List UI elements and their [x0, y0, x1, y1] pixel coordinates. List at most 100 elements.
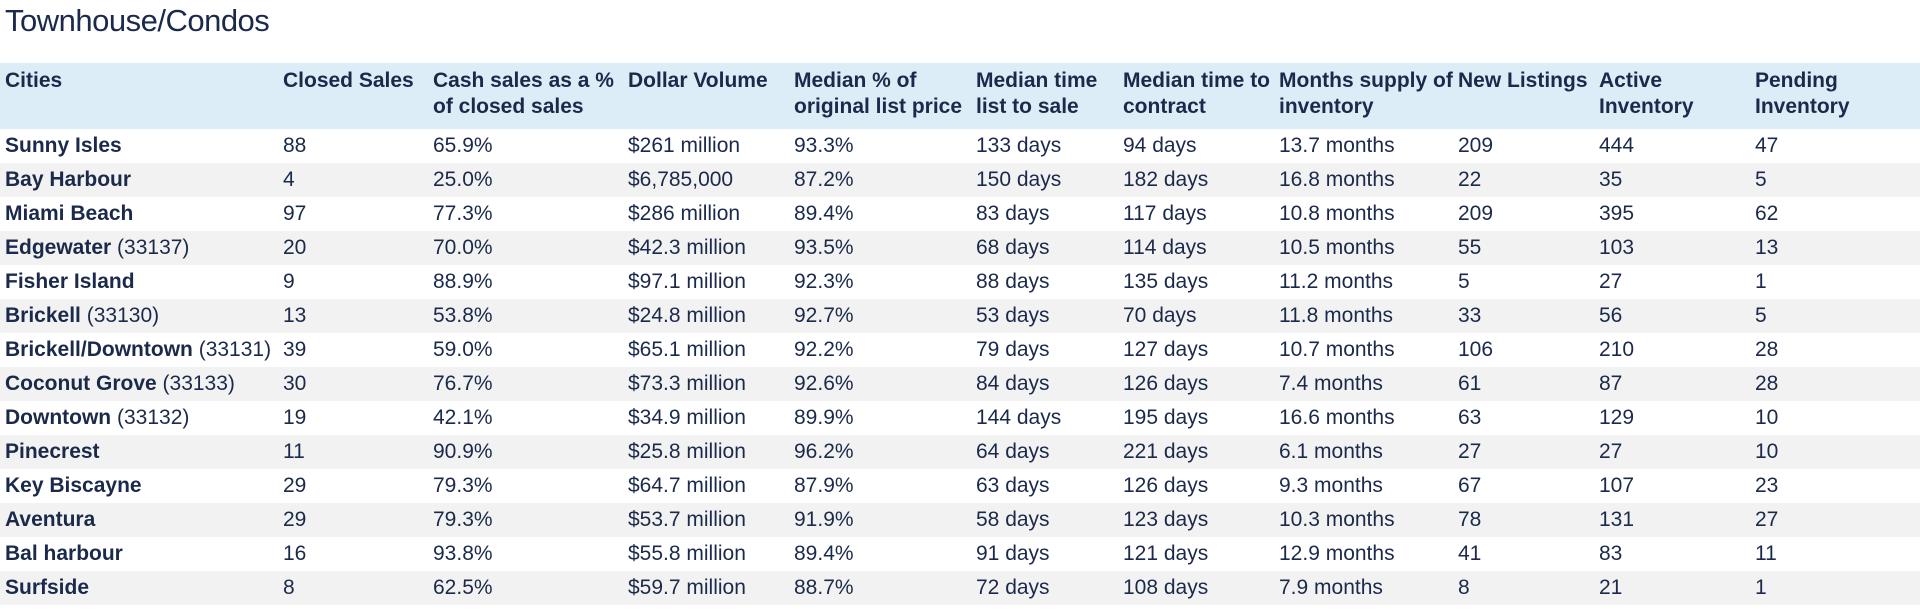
market-stats-table: Cities Closed Sales Cash sales as a % of… — [0, 63, 1920, 605]
dollar-volume-cell: $6,785,000 — [628, 168, 734, 191]
new-listings-cell: 41 — [1458, 542, 1482, 565]
months-supply-cell: 6.1 months — [1279, 440, 1383, 463]
new-listings-cell: 27 — [1458, 440, 1482, 463]
cash-sales-cell: 88.9% — [433, 270, 493, 293]
pending-inventory-cell: 47 — [1755, 134, 1779, 157]
table-row: Brickell (33130) 13 53.8% $24.8 million 92.7… — [0, 299, 1920, 333]
pending-inventory-cell: 5 — [1755, 168, 1767, 191]
city-cell: Coconut Grove (33133) — [0, 367, 278, 401]
closed-sales-cell: 97 — [283, 202, 307, 225]
table-row: Edgewater (33137) 20 70.0% $42.3 million 93.… — [0, 231, 1920, 265]
list-to-sale-cell: 58 days — [976, 508, 1050, 531]
closed-sales-cell: 88 — [283, 134, 307, 157]
pending-inventory-cell: 5 — [1755, 304, 1767, 327]
cash-sales-cell: 59.0% — [433, 338, 493, 361]
new-listings-cell: 78 — [1458, 508, 1482, 531]
closed-sales-cell: 8 — [283, 576, 295, 599]
closed-sales-cell: 13 — [283, 304, 307, 327]
to-contract-cell: 114 days — [1123, 236, 1207, 259]
new-listings-cell: 8 — [1458, 576, 1470, 599]
active-inventory-cell: 83 — [1599, 542, 1623, 565]
closed-sales-cell: 39 — [283, 338, 307, 361]
to-contract-cell: 123 days — [1123, 508, 1209, 531]
city-zip: (33132) — [116, 406, 190, 429]
dollar-volume-cell: $34.9 million — [628, 406, 746, 429]
list-to-sale-cell: 72 days — [976, 576, 1050, 599]
city-cell: Fisher Island — [0, 265, 278, 299]
median-pct-list-cell: 92.7% — [794, 304, 854, 327]
active-inventory-cell: 56 — [1599, 304, 1623, 327]
to-contract-cell: 117 days — [1123, 202, 1207, 225]
column-header-months-supply: Months supply of inventory — [1279, 69, 1453, 118]
active-inventory-cell: 395 — [1599, 202, 1635, 225]
median-pct-list-cell: 87.2% — [794, 168, 854, 191]
cash-sales-cell: 53.8% — [433, 304, 493, 327]
cash-sales-cell: 90.9% — [433, 440, 493, 463]
table-header: Cities Closed Sales Cash sales as a % of… — [0, 63, 1920, 129]
closed-sales-cell: 30 — [283, 372, 307, 395]
city-name: Aventura — [5, 508, 96, 531]
header-row: Cities Closed Sales Cash sales as a % of… — [0, 63, 1920, 129]
column-header-new-listings: New Listings — [1458, 69, 1588, 92]
city-name: Miami Beach — [5, 202, 134, 225]
active-inventory-cell: 21 — [1599, 576, 1623, 599]
dollar-volume-cell: $73.3 million — [628, 372, 746, 395]
closed-sales-cell: 20 — [283, 236, 307, 259]
city-cell: Pinecrest — [0, 435, 278, 469]
table-row: Bay Harbour 4 25.0% $6,785,000 87.2% 150 days… — [0, 163, 1920, 197]
table-body: Sunny Isles 88 65.9% $261 million 93.3% 133 d… — [0, 129, 1920, 605]
median-pct-list-cell: 96.2% — [794, 440, 854, 463]
cash-sales-cell: 76.7% — [433, 372, 493, 395]
active-inventory-cell: 107 — [1599, 474, 1635, 497]
median-pct-list-cell: 93.3% — [794, 134, 854, 157]
median-pct-list-cell: 87.9% — [794, 474, 854, 497]
city-cell: Aventura — [0, 503, 278, 537]
city-name: Edgewater — [5, 236, 112, 259]
column-header-list-to-sale: Median time list to sale — [976, 69, 1098, 118]
table-row: Sunny Isles 88 65.9% $261 million 93.3% 133 d… — [0, 129, 1920, 163]
active-inventory-cell: 27 — [1599, 270, 1623, 293]
list-to-sale-cell: 84 days — [976, 372, 1050, 395]
months-supply-cell: 10.7 months — [1279, 338, 1395, 361]
cash-sales-cell: 42.1% — [433, 406, 493, 429]
months-supply-cell: 10.8 months — [1279, 202, 1395, 225]
median-pct-list-cell: 93.5% — [794, 236, 854, 259]
dollar-volume-cell: $42.3 million — [628, 236, 746, 259]
pending-inventory-cell: 13 — [1755, 236, 1779, 259]
list-to-sale-cell: 64 days — [976, 440, 1050, 463]
column-header-closed-sales: Closed Sales — [283, 69, 414, 92]
city-name: Key Biscayne — [5, 474, 142, 497]
city-name: Bal harbour — [5, 542, 123, 565]
pending-inventory-cell: 28 — [1755, 338, 1779, 361]
closed-sales-cell: 4 — [283, 168, 295, 191]
dollar-volume-cell: $25.8 million — [628, 440, 746, 463]
to-contract-cell: 195 days — [1123, 406, 1209, 429]
new-listings-cell: 209 — [1458, 202, 1494, 225]
list-to-sale-cell: 53 days — [976, 304, 1050, 327]
table-row: Fisher Island 9 88.9% $97.1 million 92.3% 88 … — [0, 265, 1920, 299]
new-listings-cell: 63 — [1458, 406, 1482, 429]
active-inventory-cell: 35 — [1599, 168, 1623, 191]
closed-sales-cell: 11 — [283, 440, 305, 463]
to-contract-cell: 127 days — [1123, 338, 1209, 361]
city-zip: (33137) — [117, 236, 190, 259]
table-row: Pinecrest 11 90.9% $25.8 million 96.2% 64 day… — [0, 435, 1920, 469]
column-header-cash-sales: Cash sales as a % of closed sales — [433, 69, 614, 118]
list-to-sale-cell: 68 days — [976, 236, 1050, 259]
to-contract-cell: 221 days — [1123, 440, 1209, 463]
active-inventory-cell: 129 — [1599, 406, 1635, 429]
active-inventory-cell: 131 — [1599, 508, 1635, 531]
months-supply-cell: 11.2 months — [1279, 270, 1394, 293]
city-cell: Downtown (33132) — [0, 401, 278, 435]
dollar-volume-cell: $286 million — [628, 202, 741, 225]
pending-inventory-cell: 62 — [1755, 202, 1779, 225]
column-header-cities: Cities — [5, 69, 63, 92]
new-listings-cell: 33 — [1458, 304, 1482, 327]
page-title: Townhouse/Condos — [5, 3, 270, 38]
cash-sales-cell: 79.3% — [433, 508, 493, 531]
new-listings-cell: 22 — [1458, 168, 1482, 191]
city-zip: (33131) — [198, 338, 272, 361]
to-contract-cell: 94 days — [1123, 134, 1197, 157]
to-contract-cell: 126 days — [1123, 474, 1209, 497]
list-to-sale-cell: 150 days — [976, 168, 1062, 191]
